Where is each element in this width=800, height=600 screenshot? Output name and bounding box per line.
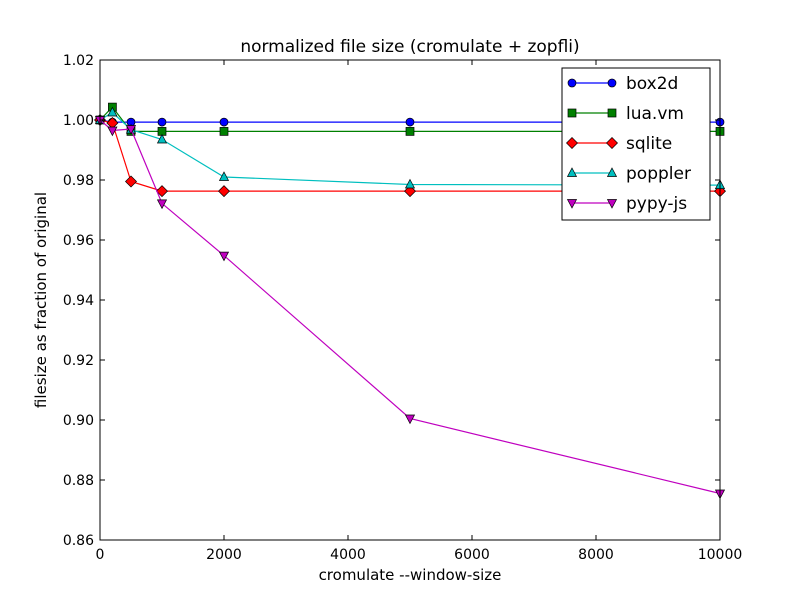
y-tick-label: 0.88 bbox=[63, 473, 94, 489]
series-poppler bbox=[94, 106, 726, 189]
data-point bbox=[218, 171, 230, 181]
legend: box2d lua.vm sqlite poppler pypy-js bbox=[561, 67, 711, 221]
x-tick-label: 6000 bbox=[454, 547, 490, 563]
data-point bbox=[156, 133, 168, 144]
y-tick-label: 0.94 bbox=[63, 293, 94, 309]
y-axis-label: filesize as fraction of original bbox=[32, 192, 50, 408]
data-point bbox=[156, 199, 168, 210]
data-point bbox=[157, 117, 167, 127]
data-point bbox=[404, 414, 416, 425]
y-tick-label: 0.90 bbox=[63, 413, 94, 429]
legend-label: pypy-js bbox=[626, 194, 687, 214]
legend-item: box2d bbox=[567, 74, 678, 94]
legend-marker bbox=[566, 167, 578, 177]
legend-marker bbox=[566, 199, 578, 209]
legend-label: sqlite bbox=[626, 134, 672, 154]
x-tick-label: 0 bbox=[96, 547, 105, 563]
x-axis-label: cromulate --window-size bbox=[319, 566, 502, 584]
y-tick-label: 0.96 bbox=[63, 233, 94, 249]
data-point bbox=[218, 251, 230, 262]
data-point bbox=[156, 185, 168, 198]
data-point bbox=[219, 127, 229, 136]
legend-item: pypy-js bbox=[566, 194, 687, 214]
series-pypy-js bbox=[94, 116, 726, 500]
legend-marker bbox=[567, 78, 577, 88]
ticks-layer: 0 2000 4000 6000 8000 10000 0.86 0.88 0.90 0.92 0.… bbox=[63, 53, 742, 563]
legend-item: lua.vm bbox=[567, 104, 684, 124]
y-tick-label: 0.86 bbox=[63, 533, 94, 549]
legend-frame bbox=[561, 67, 711, 221]
x-tick-label: 8000 bbox=[578, 547, 614, 563]
legend-marker bbox=[607, 108, 617, 118]
legend-marker bbox=[566, 137, 578, 149]
data-point bbox=[219, 117, 229, 127]
data-point bbox=[107, 126, 118, 137]
legend-label: lua.vm bbox=[626, 104, 684, 124]
legend-marker bbox=[606, 167, 618, 177]
x-tick-label: 10000 bbox=[698, 547, 743, 563]
data-point bbox=[125, 175, 137, 188]
legend-marker bbox=[607, 78, 617, 88]
data-point bbox=[218, 185, 230, 198]
data-point bbox=[405, 127, 415, 136]
y-tick-label: 0.98 bbox=[63, 173, 94, 189]
x-tick-label: 2000 bbox=[206, 547, 242, 563]
y-tick-label: 1.02 bbox=[63, 53, 94, 69]
data-point bbox=[404, 178, 416, 189]
data-point bbox=[107, 106, 118, 117]
legend-marker bbox=[606, 137, 618, 149]
y-tick-label: 0.92 bbox=[63, 353, 94, 369]
legend-label: box2d bbox=[626, 74, 678, 94]
chart-title: normalized file size (cromulate + zopfli… bbox=[240, 37, 579, 57]
legend-marker bbox=[606, 199, 618, 209]
legend-label: poppler bbox=[626, 164, 691, 184]
legend-item: sqlite bbox=[566, 134, 672, 154]
legend-item: poppler bbox=[566, 164, 691, 184]
data-point bbox=[405, 117, 415, 127]
data-point bbox=[125, 125, 137, 135]
legend-marker bbox=[567, 108, 577, 118]
x-tick-label: 4000 bbox=[330, 547, 366, 563]
series-sqlite bbox=[94, 114, 726, 198]
y-tick-label: 1.00 bbox=[63, 113, 94, 129]
series-layer bbox=[94, 102, 726, 500]
